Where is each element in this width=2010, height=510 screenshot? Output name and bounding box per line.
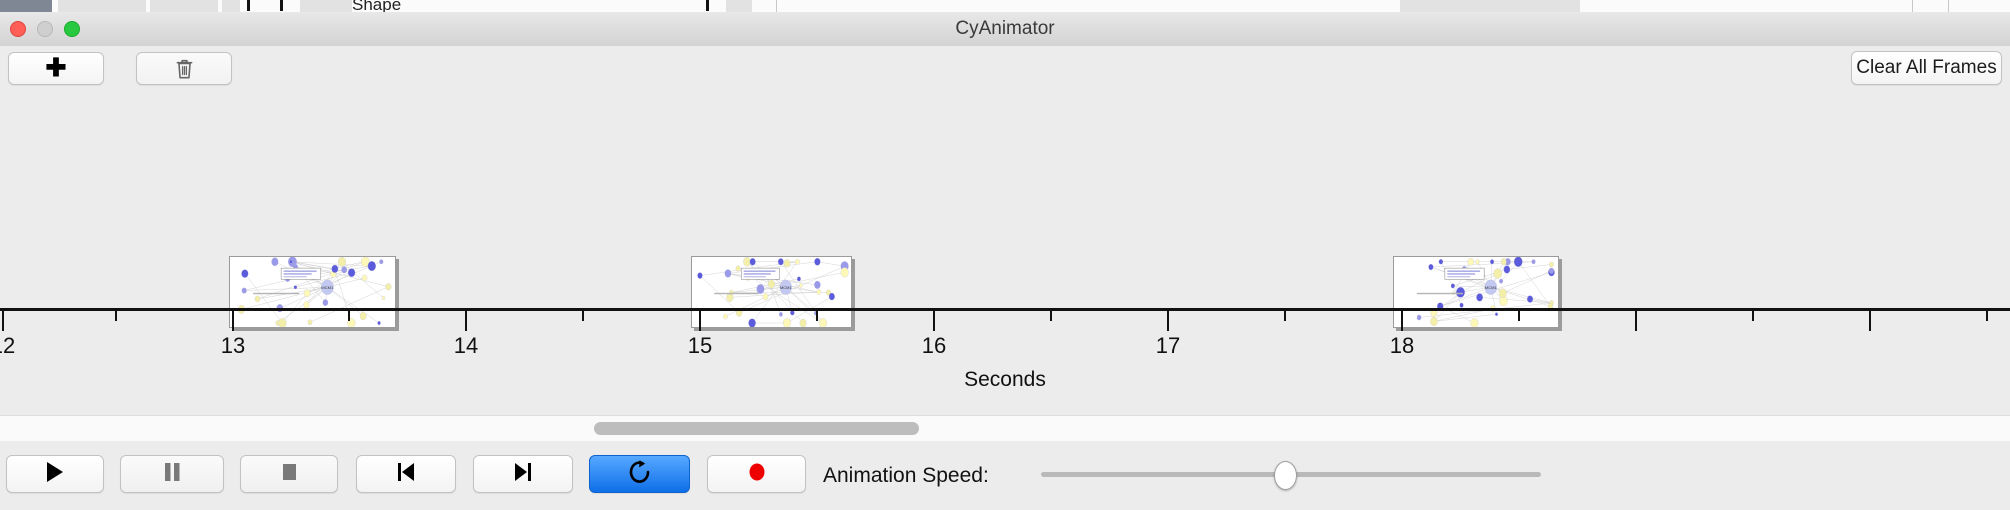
playback-control-bar: Animation Speed:: [0, 441, 2010, 510]
pause-button[interactable]: [120, 455, 224, 493]
frames-layer: MCM1 MCM1 MCM1: [0, 90, 2010, 328]
svg-text:MCM1: MCM1: [321, 285, 334, 290]
timeline-tick-major: [1401, 311, 1403, 331]
plus-icon: ✚: [45, 54, 67, 82]
bg-divider-2: [1912, 0, 1913, 12]
bg-tick-2: [280, 0, 283, 11]
bg-chip-3: [222, 0, 240, 12]
timeline-tick-minor: [1284, 311, 1286, 321]
close-icon[interactable]: [10, 21, 26, 37]
timeline-tick-major: [2, 311, 4, 331]
skip-to-start-button[interactable]: [356, 455, 456, 493]
timeline-tick-label: 12: [0, 333, 16, 358]
timeline-tick-label: 13: [220, 333, 246, 358]
timeline-panel[interactable]: MCM1 MCM1 MCM1 12 13 14 15 16 17 18 Seconds: [0, 90, 2010, 416]
timeline-tick-major: [1167, 311, 1169, 331]
timeline-tick-label: 17: [1155, 333, 1181, 358]
play-icon: [44, 460, 66, 489]
timeline-tick-label: 18: [1389, 333, 1415, 358]
timeline-tick-major: [1869, 311, 1871, 331]
timeline-tick-minor: [1986, 311, 1988, 321]
timeline-tick-major: [1635, 311, 1637, 331]
frame-toolbar: ✚ Clear All Frames: [0, 46, 2010, 91]
clear-all-frames-label: Clear All Frames: [1856, 57, 1997, 78]
play-button[interactable]: [6, 455, 104, 493]
timeline-axis-title: Seconds: [964, 368, 1046, 391]
skip-forward-icon: [512, 460, 534, 489]
timeline-tick-major: [699, 311, 701, 331]
timeline-tick-major: [933, 311, 935, 331]
skip-back-icon: [395, 460, 417, 489]
bg-chip-4: [300, 0, 352, 12]
trash-icon: [176, 59, 192, 79]
delete-frame-button[interactable]: [136, 52, 232, 85]
timeline-tick-label: 16: [921, 333, 947, 358]
timeline-tick-label: 15: [687, 333, 713, 358]
timeline-tick-minor: [1050, 311, 1052, 321]
animation-speed-slider-thumb[interactable]: [1274, 461, 1297, 490]
timeline-tick-major: [465, 311, 467, 331]
bg-dark-chip: [0, 0, 52, 12]
pause-icon: [162, 460, 182, 489]
frame-thumbnail-1[interactable]: MCM1: [229, 256, 396, 328]
bg-divider-1: [776, 0, 777, 12]
record-icon: [745, 459, 769, 490]
frame-thumbnail-2[interactable]: MCM1: [691, 256, 852, 328]
timeline-scrollbar-track[interactable]: [0, 415, 2010, 442]
svg-text:MCM1: MCM1: [1485, 285, 1498, 290]
loop-icon: [628, 459, 652, 490]
zoom-icon[interactable]: [64, 21, 80, 37]
timeline-tick-minor: [1518, 311, 1520, 321]
frame-thumbnail-3[interactable]: MCM1: [1393, 256, 1559, 328]
add-frame-button[interactable]: ✚: [8, 52, 104, 85]
skip-to-end-button[interactable]: [473, 455, 573, 493]
animation-speed-label: Animation Speed:: [823, 464, 989, 487]
bg-chip-6: [1400, 0, 1580, 12]
timeline-tick-minor: [816, 311, 818, 321]
clear-all-frames-button[interactable]: Clear All Frames: [1851, 51, 2002, 85]
bg-tick-3: [706, 0, 709, 11]
timeline-tick-minor: [1752, 311, 1754, 321]
stop-button[interactable]: [240, 455, 338, 493]
window-title: CyAnimator: [955, 18, 1055, 39]
timeline-tick-minor: [582, 311, 584, 321]
timeline-axis-line: [0, 308, 2010, 311]
timeline-tick-minor: [115, 311, 117, 321]
window-traffic-lights: [10, 21, 80, 37]
timeline-scrollbar-thumb[interactable]: [594, 422, 919, 435]
timeline-tick-label: 14: [453, 333, 479, 358]
timeline-tick-major: [232, 311, 234, 331]
bg-chip-1: [58, 0, 146, 12]
title-bar: CyAnimator: [0, 12, 2010, 47]
svg-text:MCM1: MCM1: [780, 285, 792, 290]
record-button[interactable]: [707, 455, 806, 493]
bg-tick-1: [247, 0, 250, 11]
bg-chip-5: [726, 0, 752, 12]
stop-icon: [279, 460, 299, 489]
background-window-label: Shape: [352, 0, 402, 13]
timeline-tick-minor: [348, 311, 350, 321]
background-window-strip: Shape: [0, 0, 2010, 13]
minimize-icon[interactable]: [37, 21, 53, 37]
bg-chip-2: [150, 0, 218, 12]
bg-divider-3: [1948, 0, 1949, 12]
loop-button[interactable]: [589, 455, 690, 493]
